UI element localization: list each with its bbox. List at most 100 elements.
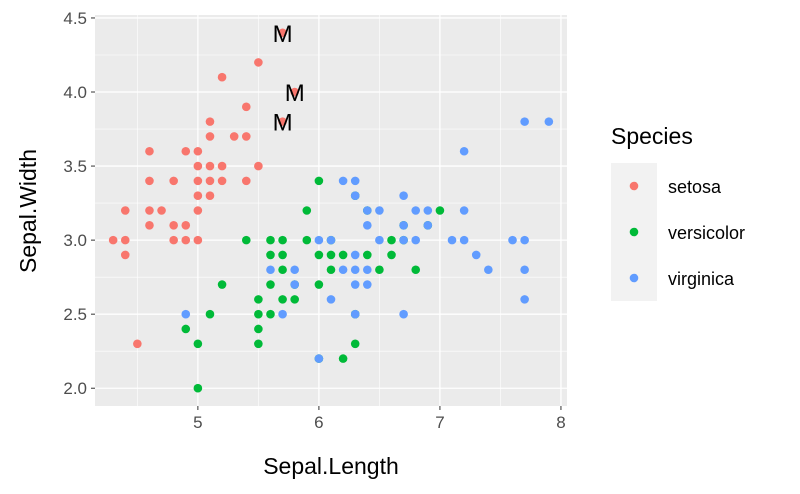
point-setosa	[229, 132, 239, 141]
point-virginica	[447, 235, 457, 245]
point-versicolor	[411, 265, 421, 275]
y-tick-label: 4.5	[63, 9, 87, 28]
point-virginica	[314, 354, 324, 363]
annotations: MMM	[273, 21, 305, 137]
point-virginica	[411, 235, 421, 245]
point-versicolor	[326, 265, 336, 275]
point-versicolor	[254, 295, 263, 304]
panel-background	[95, 15, 567, 406]
point-setosa	[205, 191, 215, 200]
point-setosa	[241, 176, 251, 186]
point-setosa	[193, 191, 203, 200]
legend-label-versicolor: versicolor	[668, 223, 745, 243]
point-versicolor	[314, 176, 324, 186]
point-setosa	[169, 176, 178, 186]
annotation-label: M	[285, 80, 305, 107]
y-tick-label: 2.0	[63, 379, 87, 398]
point-virginica	[399, 235, 408, 245]
point-virginica	[411, 206, 421, 215]
point-virginica	[350, 191, 360, 200]
y-axis-ticks: 2.0 2.5 3.0 3.5 4.0 4.5	[63, 9, 95, 398]
point-virginica	[459, 206, 469, 215]
point-versicolor	[290, 295, 299, 304]
point-virginica	[471, 250, 481, 260]
y-tick-label: 3.5	[63, 157, 87, 176]
point-virginica	[290, 265, 299, 275]
legend-key-virginica	[629, 273, 639, 283]
point-virginica	[290, 280, 299, 289]
point-virginica	[278, 309, 287, 319]
point-virginica	[338, 265, 348, 275]
point-versicolor	[193, 383, 203, 393]
point-setosa	[120, 235, 130, 245]
point-setosa	[290, 87, 299, 97]
point-setosa	[205, 117, 215, 126]
legend-key-setosa	[629, 181, 639, 191]
point-setosa	[254, 58, 263, 67]
point-virginica	[338, 176, 348, 186]
point-virginica	[544, 117, 554, 126]
point-virginica	[326, 235, 336, 245]
annotation-label: M	[273, 110, 293, 137]
point-virginica	[266, 265, 275, 275]
point-versicolor	[326, 250, 336, 260]
point-virginica	[350, 250, 360, 260]
point-versicolor	[217, 280, 227, 289]
point-versicolor	[278, 295, 287, 304]
legend-label-virginica: virginica	[668, 269, 735, 289]
point-versicolor	[241, 235, 251, 245]
point-setosa	[181, 221, 191, 230]
point-versicolor	[181, 324, 191, 334]
point-versicolor	[387, 250, 396, 260]
point-setosa	[217, 161, 227, 171]
point-virginica	[399, 221, 408, 230]
point-versicolor	[266, 309, 275, 319]
point-versicolor	[302, 235, 312, 245]
point-virginica	[508, 235, 517, 245]
point-setosa	[108, 235, 118, 245]
point-versicolor	[266, 235, 275, 245]
point-virginica	[350, 176, 360, 186]
point-setosa	[193, 176, 203, 186]
legend: Species setosa versicolor virginica	[611, 123, 745, 301]
x-tick-label: 6	[314, 413, 323, 432]
point-setosa	[205, 161, 215, 171]
point-versicolor	[338, 250, 348, 260]
point-versicolor	[314, 250, 324, 260]
point-versicolor	[338, 354, 348, 363]
point-virginica	[520, 235, 529, 245]
point-setosa	[193, 146, 203, 156]
point-virginica	[363, 265, 372, 275]
data-points	[108, 28, 554, 393]
point-virginica	[520, 295, 529, 304]
point-virginica	[350, 309, 360, 319]
point-setosa	[133, 339, 142, 349]
point-versicolor	[205, 309, 215, 319]
point-virginica	[484, 265, 493, 275]
point-virginica	[459, 235, 469, 245]
point-setosa	[181, 146, 191, 156]
point-setosa	[120, 206, 130, 215]
point-virginica	[314, 235, 324, 245]
point-setosa	[193, 161, 203, 171]
point-versicolor	[266, 250, 275, 260]
point-versicolor	[254, 324, 263, 334]
point-setosa	[241, 102, 251, 112]
point-versicolor	[278, 250, 287, 260]
point-setosa	[145, 206, 154, 215]
point-versicolor	[278, 265, 287, 275]
x-tick-label: 8	[556, 413, 565, 432]
point-virginica	[181, 309, 191, 319]
point-virginica	[375, 235, 384, 245]
point-setosa	[254, 161, 263, 171]
point-virginica	[350, 280, 360, 289]
annotation-label: M	[273, 21, 293, 48]
point-virginica	[459, 146, 469, 156]
point-setosa	[181, 235, 191, 245]
point-versicolor	[375, 265, 384, 275]
point-setosa	[145, 176, 154, 186]
point-setosa	[205, 176, 215, 186]
point-versicolor	[254, 339, 263, 349]
point-setosa	[241, 132, 251, 141]
point-virginica	[520, 117, 529, 126]
